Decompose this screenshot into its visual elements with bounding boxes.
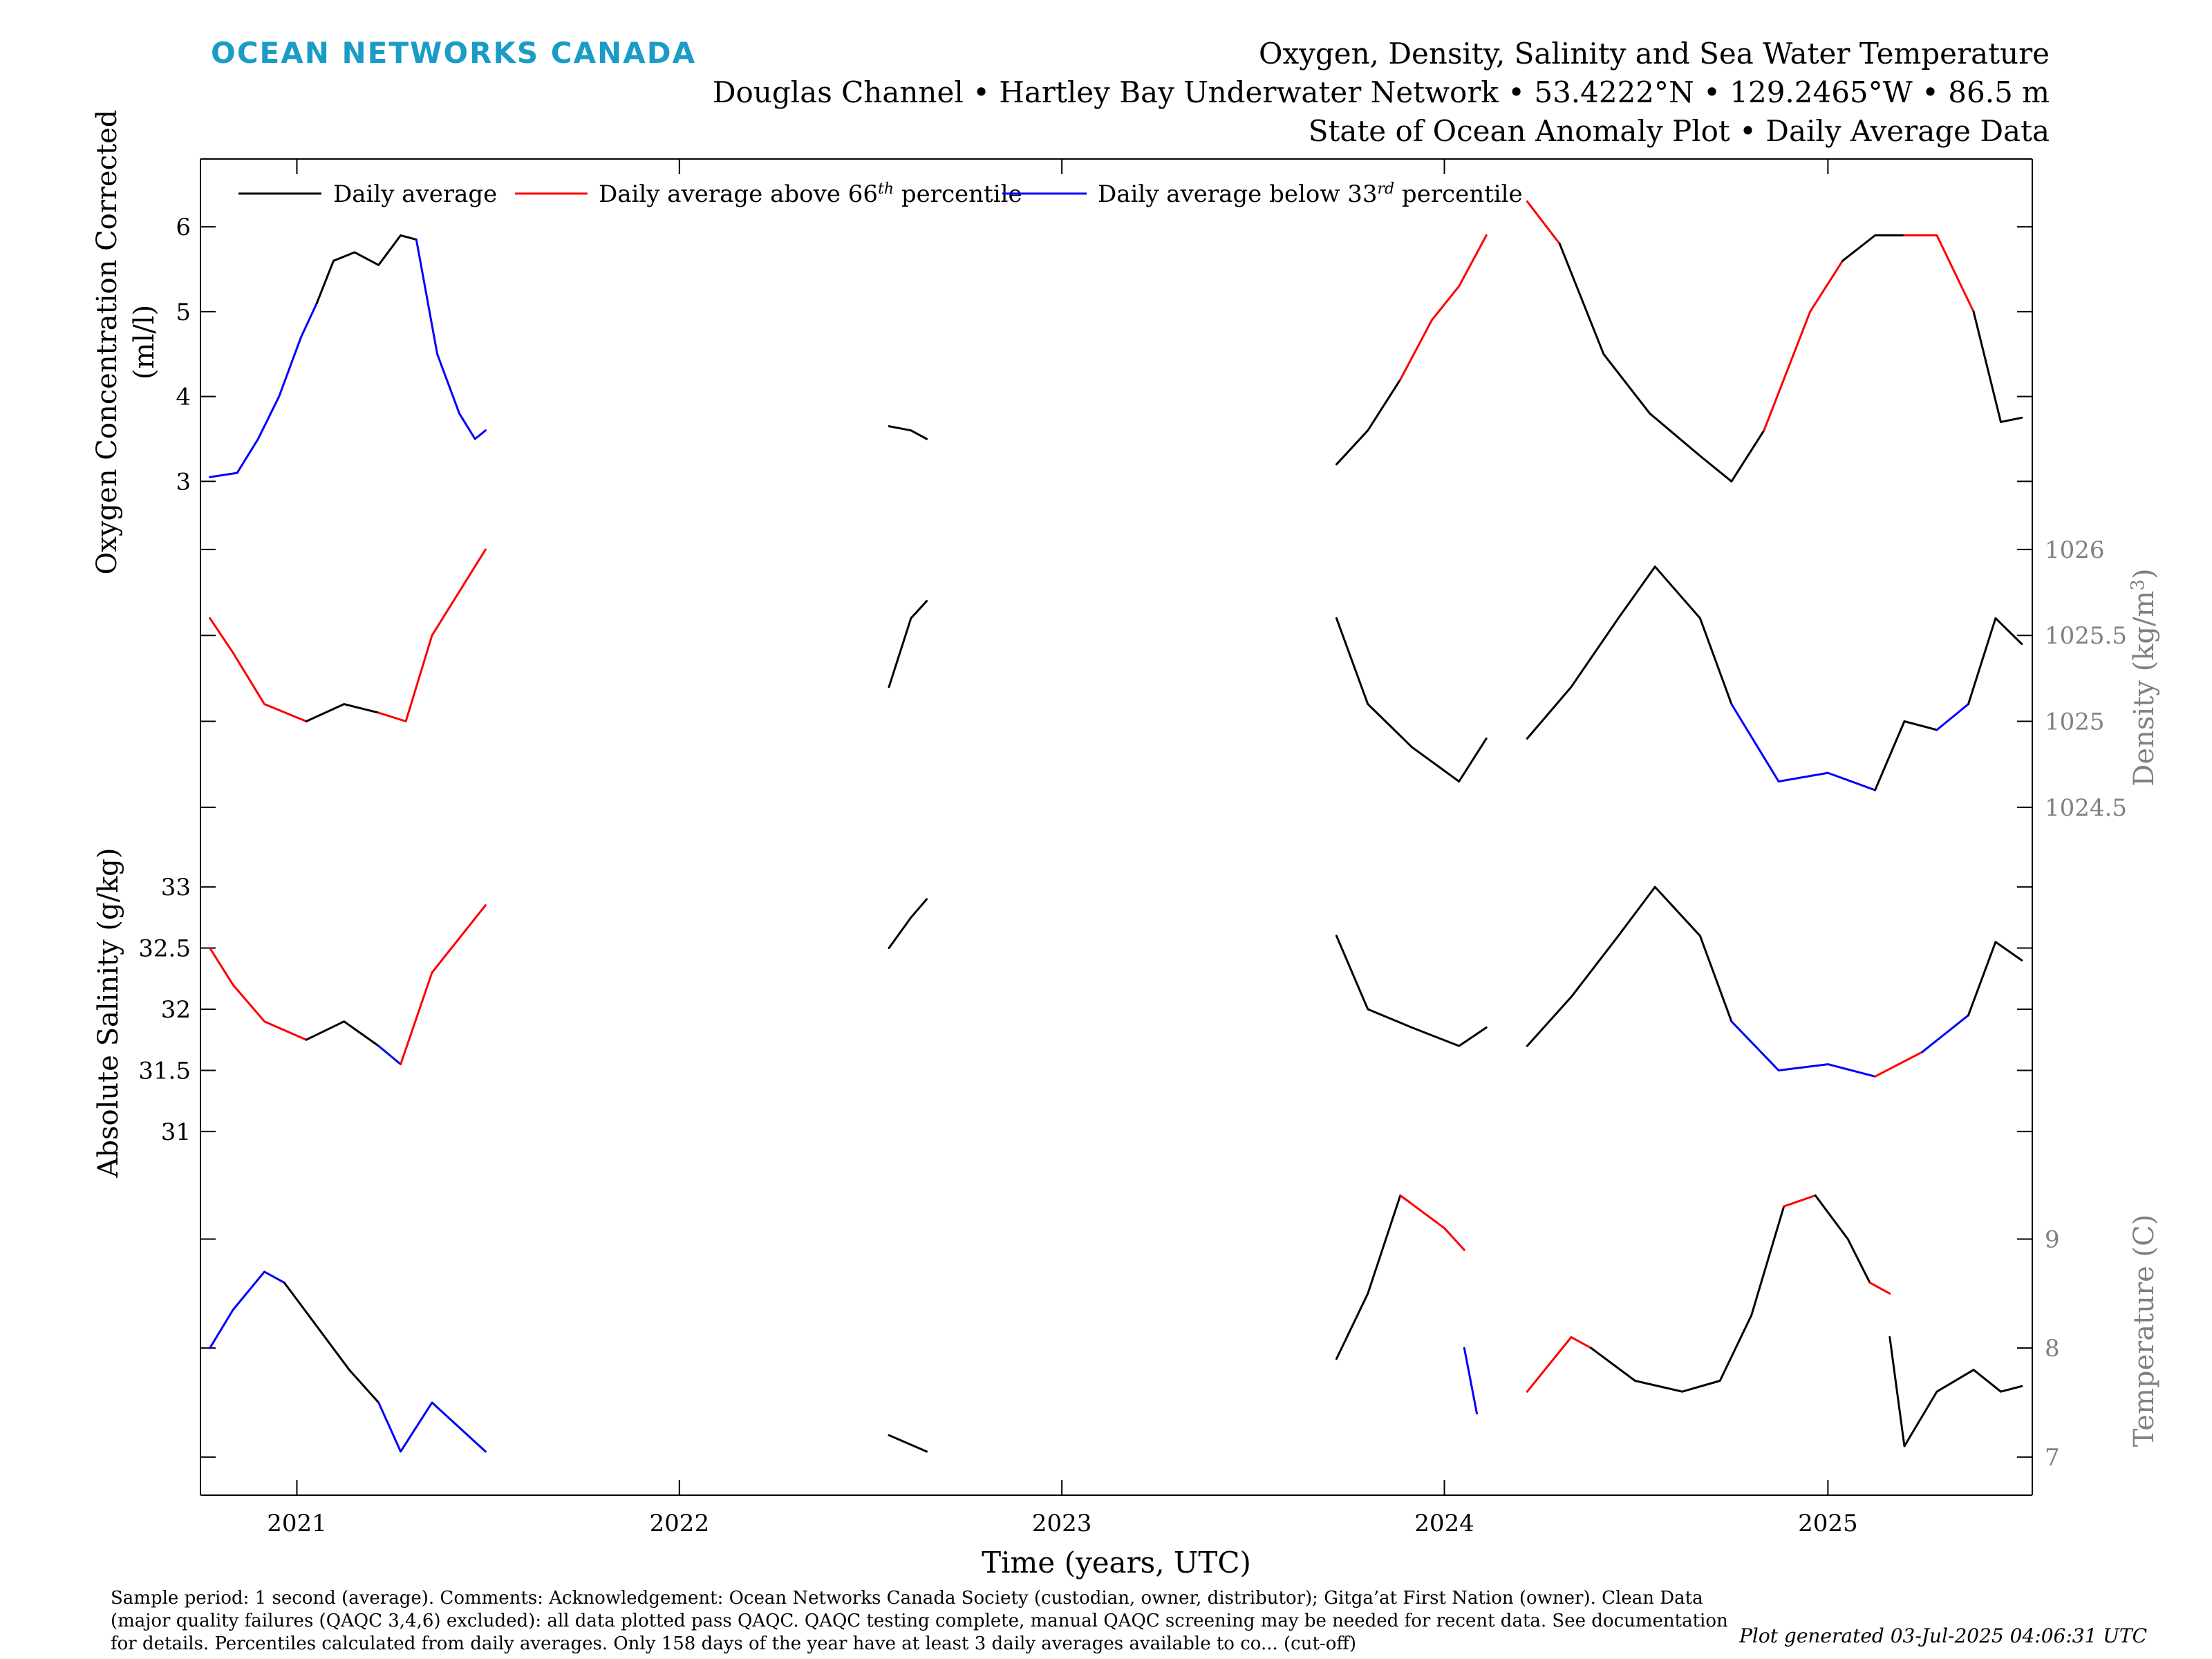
panel-temperature: 7 8 9 Temperature (C): [200, 1168, 2160, 1495]
y-tick-label: 1026: [2045, 536, 2105, 564]
chart-panels: 3 4 5 6 Oxygen Concentration Corrected (ml/l)…: [91, 110, 2160, 1496]
series-segment-below: [209, 1271, 285, 1349]
x-axis-label: Time (years, UTC): [982, 1546, 1251, 1580]
y-tick-label: 4: [176, 384, 191, 411]
series-segment-normal: [888, 1434, 928, 1453]
legend-label-above: Daily average above 66th percentile: [599, 180, 1022, 208]
series-segment-normal: [1590, 1205, 1785, 1393]
series-segment-above: [209, 947, 308, 1041]
y-axis-label: Absolute Salinity (g/kg): [93, 847, 124, 1178]
series-segment-below: [415, 238, 487, 440]
series-segment-normal: [888, 600, 928, 688]
series-segment-below: [1463, 1347, 1478, 1415]
legend-label-normal: Daily average: [333, 180, 497, 208]
y-tick-label: 32.5: [138, 935, 191, 963]
y-tick-label: 33: [161, 874, 191, 901]
series-segment-above: [1763, 259, 1844, 432]
series-segment-above: [400, 904, 487, 1066]
y-tick-label: 1025.5: [2045, 622, 2127, 650]
panel-absolute-salinity: 31 31.5 32 32.5 33 Absolute Salinity (g/kg): [93, 847, 2033, 1179]
series-segment-normal: [1335, 935, 1488, 1047]
series-segment-normal: [1841, 234, 1906, 262]
series-segment-normal: [888, 425, 928, 440]
y-tick-label: 6: [176, 214, 191, 241]
plot-title: Oxygen, Density, Salinity and Sea Water …: [713, 35, 2050, 151]
y-axis-label-unit: (ml/l): [129, 305, 160, 379]
y-tick-label: 1025: [2045, 709, 2105, 736]
series-segment-normal: [283, 1282, 380, 1404]
x-tick-label: 2025: [1798, 1510, 1858, 1537]
y-axis-label: Temperature (C): [2128, 1215, 2160, 1447]
footer-comments: Sample period: 1 second (average). Comme…: [111, 1588, 1728, 1654]
series-segment-above: [1868, 1282, 1891, 1295]
y-tick-label: 5: [176, 299, 191, 326]
series-segment-below: [1921, 1014, 1969, 1053]
x-axis: 2021 2022 2023 2024 2025 Time (years, UTC): [267, 159, 1858, 1580]
series-segment-normal: [1526, 885, 1733, 1047]
y-axis-label: Density (kg/m3): [2128, 568, 2160, 786]
series-segment-above: [1903, 234, 1975, 313]
series-segment-normal: [1967, 941, 2023, 1017]
series-segment-above: [377, 548, 487, 722]
series-segment-normal: [1972, 310, 2023, 423]
series-segment-above: [1526, 1335, 1593, 1393]
y-tick-label: 7: [2045, 1444, 2060, 1472]
footer-generated: Plot generated 03-Jul-2025 04:06:31 UTC: [1739, 1624, 2147, 1647]
series-segment-above: [1874, 1051, 1924, 1078]
title-line-1: Oxygen, Density, Salinity and Sea Water …: [1259, 37, 2050, 71]
chart-legend: Daily average Daily average above 66th p…: [238, 180, 1523, 208]
series-segment-normal: [315, 234, 418, 305]
series-segment-normal: [305, 1020, 380, 1047]
series-segment-normal: [1874, 720, 1938, 791]
series-segment-above: [1399, 234, 1488, 381]
series-segment-below: [377, 1044, 402, 1066]
series-segment-below: [1730, 703, 1877, 791]
title-line-3: State of Ocean Anomaly Plot • Daily Aver…: [1308, 114, 2050, 148]
series-segment-above: [1399, 1194, 1465, 1251]
series-segment-below: [209, 302, 318, 478]
series-segment-normal: [1335, 378, 1402, 466]
series-segment-normal: [1888, 1335, 2023, 1447]
panel-density: 1024.5 1025 1025.5 1026 Density (kg/m3): [200, 532, 2160, 850]
series-segment-normal: [888, 898, 928, 949]
y-tick-label: 32: [161, 996, 191, 1024]
legend-label-below: Daily average below 33rd percentile: [1098, 180, 1523, 208]
y-axis-label: Oxygen Concentration Corrected: [91, 110, 123, 575]
brand-logo-text: OCEAN NETWORKS CANADA: [211, 36, 697, 70]
y-tick-label: 31.5: [138, 1057, 191, 1085]
x-tick-label: 2021: [267, 1510, 327, 1537]
series-segment-normal: [1335, 617, 1488, 782]
series-segment-normal: [1335, 1194, 1402, 1360]
y-tick-label: 1024.5: [2045, 794, 2127, 822]
x-tick-label: 2022: [650, 1510, 710, 1537]
series-segment-normal: [1814, 1194, 1871, 1284]
y-tick-label: 3: [176, 468, 191, 496]
series-segment-normal: [1967, 617, 2023, 706]
y-tick-label: 9: [2045, 1226, 2060, 1253]
series-segment-above: [1526, 200, 1561, 245]
y-tick-label: 8: [2045, 1335, 2060, 1362]
y-tick-label: 31: [161, 1118, 191, 1146]
series-segment-normal: [305, 703, 380, 722]
series-segment-normal: [1526, 565, 1733, 740]
series-segment-above: [209, 617, 308, 722]
panel-oxygen-concentration-corrected: 3 4 5 6 Oxygen Concentration Corrected (ml/l): [91, 110, 2033, 575]
title-line-2: Douglas Channel • Hartley Bay Underwater…: [712, 75, 2050, 109]
series-segment-normal: [1558, 243, 1765, 482]
series-segment-below: [377, 1401, 487, 1453]
x-tick-label: 2023: [1032, 1510, 1092, 1537]
series-segment-below: [1730, 1020, 1877, 1078]
series-segment-above: [1783, 1194, 1817, 1208]
series-segment-below: [1936, 703, 1969, 731]
x-tick-label: 2024: [1414, 1510, 1474, 1537]
